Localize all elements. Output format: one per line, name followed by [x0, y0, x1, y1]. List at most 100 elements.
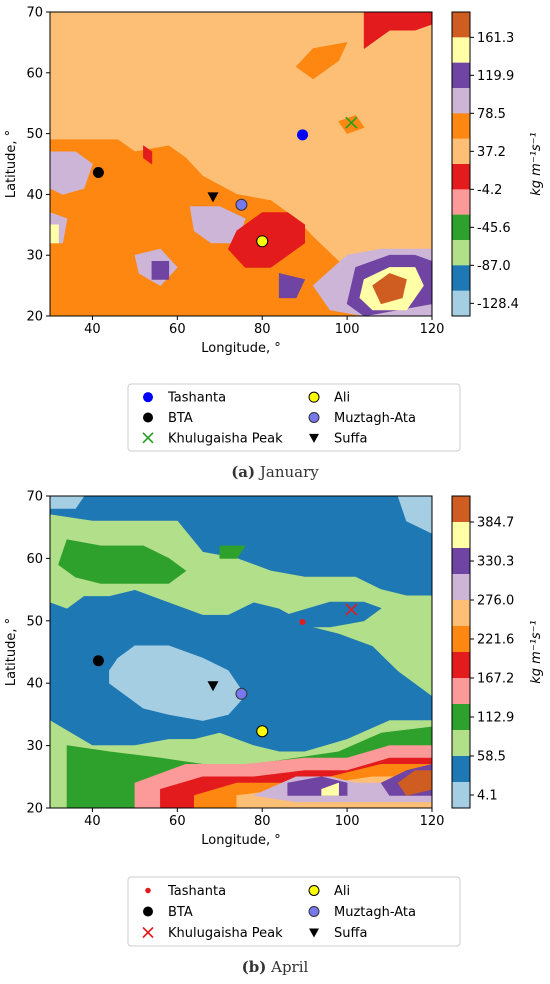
colorbar-tick-label: 276.0 — [477, 594, 514, 609]
contour-region-7 — [151, 260, 170, 280]
colorbar-swatch-0 — [452, 12, 470, 38]
colorbar-tick-label: -4.2 — [477, 183, 502, 198]
colorbar-swatch-2 — [452, 548, 470, 575]
x-tick-label: 100 — [335, 814, 360, 829]
legend: Tashanta Ali BTA Muztagh-Ata Khulugaisha Pea… — [127, 876, 461, 947]
y-tick-label: 70 — [26, 490, 43, 505]
contour-region-8 — [278, 273, 306, 299]
contour-region-16 — [295, 42, 348, 80]
panel-january: 40 60 80 100 120 20 30 40 50 60 70 Longitude, ° Lati… — [4, 6, 544, 452]
colorbar-tick-label: 161.3 — [477, 31, 514, 46]
plot-frame — [49, 495, 433, 809]
contour-region-2 — [50, 151, 93, 195]
colorbar: 161.3 119.9 78.5 37.2 -4.2 -45.6 -87.0 -128.4 kg… — [451, 11, 544, 317]
colorbar-tick-label: 37.2 — [477, 145, 506, 160]
y-tick-label: 40 — [26, 188, 43, 203]
plot-frame — [49, 11, 433, 317]
legend-label-muztagh-ata: Muztagh-Ata — [334, 411, 416, 426]
colorbar-label: kg m⁻¹s⁻¹ — [529, 132, 544, 196]
x-tick-label: 40 — [84, 814, 101, 829]
x-tick-label: 80 — [254, 814, 271, 829]
site-marker-khulugaisha-peak — [345, 116, 358, 129]
site-marker-khulugaisha-peak-stroke2 — [345, 603, 358, 616]
x-tick-label: 120 — [420, 814, 445, 829]
colorbar-tick-label: 384.7 — [477, 516, 514, 531]
y-tick-label: 20 — [26, 802, 43, 817]
y-axis-label: Latitude, ° — [4, 618, 19, 686]
x-tick-label: 40 — [84, 322, 101, 337]
site-markers — [92, 116, 358, 248]
colorbar-swatch-1 — [452, 522, 470, 549]
colorbar-swatch-9 — [452, 240, 470, 266]
legend-marker-suffa — [309, 433, 319, 443]
legend-label-khulugaisha-peak: Khulugaisha Peak — [168, 431, 283, 446]
site-marker-suffa — [207, 192, 219, 203]
legend-label-tashanta: Tashanta — [167, 884, 226, 899]
caption-id-b: (b) — [241, 958, 267, 976]
colorbar: 384.7 330.3 276.0 221.6 167.2 112.9 58.5 4.1 kg … — [451, 495, 544, 809]
colorbar-swatch-7 — [452, 189, 470, 215]
colorbar-swatch-5 — [452, 626, 470, 653]
caption-january: (a) January — [0, 463, 550, 481]
legend-label-khulugaisha-peak: Khulugaisha Peak — [168, 926, 283, 941]
colorbar-swatch-11 — [452, 290, 470, 317]
legend-marker-khulugaisha-peak — [142, 926, 154, 939]
contour-region-7 — [109, 645, 246, 721]
x-tick-label: 80 — [254, 322, 271, 337]
legend-box — [127, 876, 461, 947]
colorbar-swatch-3 — [452, 88, 470, 114]
colorbar-tick-label: 112.9 — [477, 711, 514, 726]
x-axis-label: Longitude, ° — [201, 833, 280, 848]
colorbar-frame — [451, 495, 471, 809]
legend-label-bta: BTA — [168, 411, 193, 426]
legend-marker-ali — [308, 885, 320, 896]
colorbar-swatch-10 — [452, 265, 470, 291]
legend-label-muztagh-ata: Muztagh-Ata — [334, 905, 416, 920]
x-tick-label: 120 — [420, 322, 445, 337]
contour-region-17 — [321, 782, 339, 796]
y-tick-label: 30 — [26, 249, 43, 264]
caption-id-a: (a) — [231, 463, 256, 481]
contour-region-11 — [372, 273, 407, 305]
legend-box — [127, 383, 461, 452]
caption-text-b: April — [271, 958, 309, 976]
contour-region-14 — [363, 12, 432, 49]
colorbar-swatch-10 — [452, 756, 470, 783]
colorbar-swatch-7 — [452, 678, 470, 705]
legend-label-bta: BTA — [168, 905, 193, 920]
x-tick-label: 60 — [169, 322, 186, 337]
colorbar-frame — [451, 11, 471, 317]
contour-region-6 — [287, 601, 382, 628]
caption-april: (b) April — [0, 958, 550, 976]
colorbar-swatch-2 — [452, 62, 470, 89]
x-tick-label: 100 — [335, 322, 360, 337]
legend-marker-tashanta — [145, 887, 151, 894]
site-marker-suffa — [207, 681, 219, 692]
contour-field — [50, 496, 432, 808]
site-marker-ali — [256, 235, 269, 248]
colorbar-tick-label: 167.2 — [477, 672, 514, 687]
contour-field — [50, 12, 432, 316]
caption-text-a: January — [259, 463, 319, 481]
site-marker-bta — [92, 167, 104, 179]
site-marker-khulugaisha-peak-stroke2 — [345, 116, 358, 129]
legend-marker-khulugaisha-peak-stroke2 — [142, 432, 154, 444]
x-axis-label: Longitude, ° — [201, 341, 280, 356]
legend-marker-bta — [143, 906, 153, 917]
colorbar-swatch-11 — [452, 782, 470, 809]
legend-marker-muztagh-ata — [308, 906, 320, 917]
contour-region-12 — [50, 224, 59, 244]
colorbar-tick-label: 78.5 — [477, 107, 506, 122]
colorbar-tick-label: -128.4 — [477, 297, 519, 312]
y-axis-label: Latitude, ° — [4, 130, 19, 198]
legend-marker-tashanta — [143, 392, 153, 403]
colorbar-swatch-5 — [452, 138, 470, 165]
site-marker-khulugaisha-peak — [345, 603, 358, 616]
site-marker-muztagh-ata — [235, 687, 248, 700]
colorbar-tick-label: 4.1 — [477, 789, 498, 804]
colorbar-swatch-6 — [452, 164, 470, 190]
site-marker-ali — [256, 725, 269, 738]
colorbar-tick-label: 221.6 — [477, 633, 514, 648]
contour-region-8 — [50, 496, 85, 509]
colorbar-swatch-8 — [452, 214, 470, 241]
